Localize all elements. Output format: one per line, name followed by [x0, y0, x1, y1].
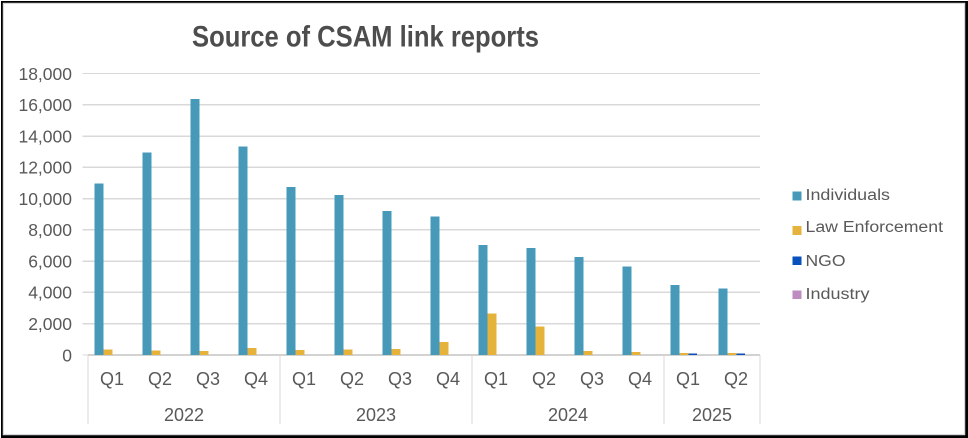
svg-text:Q3: Q3: [388, 369, 412, 389]
svg-text:Q1: Q1: [676, 369, 700, 389]
svg-text:Industry: Industry: [806, 286, 870, 303]
svg-text:Law Enforcement: Law Enforcement: [806, 219, 944, 236]
svg-text:12,000: 12,000: [18, 158, 72, 178]
svg-text:6,000: 6,000: [28, 252, 72, 272]
svg-text:Q4: Q4: [628, 369, 652, 389]
svg-text:0: 0: [62, 345, 72, 365]
svg-text:2,000: 2,000: [28, 314, 72, 334]
svg-text:Q4: Q4: [436, 369, 460, 389]
svg-text:Source of CSAM link reports: Source of CSAM link reports: [192, 21, 539, 54]
svg-text:Q2: Q2: [532, 369, 556, 389]
svg-text:Q1: Q1: [100, 369, 124, 389]
svg-text:2025: 2025: [692, 405, 732, 425]
svg-text:Q2: Q2: [724, 369, 748, 389]
svg-text:NGO: NGO: [806, 253, 846, 270]
svg-text:Q4: Q4: [244, 369, 268, 389]
svg-text:Q2: Q2: [340, 369, 364, 389]
svg-text:14,000: 14,000: [18, 126, 72, 146]
svg-text:2022: 2022: [164, 405, 204, 425]
svg-text:Q1: Q1: [484, 369, 508, 389]
svg-text:2023: 2023: [356, 405, 396, 425]
svg-text:4,000: 4,000: [28, 283, 72, 303]
svg-text:10,000: 10,000: [18, 189, 72, 209]
svg-text:8,000: 8,000: [28, 220, 72, 240]
svg-text:Q3: Q3: [196, 369, 220, 389]
svg-text:Q3: Q3: [580, 369, 604, 389]
svg-text:18,000: 18,000: [18, 64, 72, 84]
svg-text:16,000: 16,000: [18, 95, 72, 115]
svg-text:Q2: Q2: [148, 369, 172, 389]
svg-text:Individuals: Individuals: [806, 187, 891, 204]
svg-text:2024: 2024: [548, 405, 588, 425]
svg-text:Q1: Q1: [292, 369, 316, 389]
